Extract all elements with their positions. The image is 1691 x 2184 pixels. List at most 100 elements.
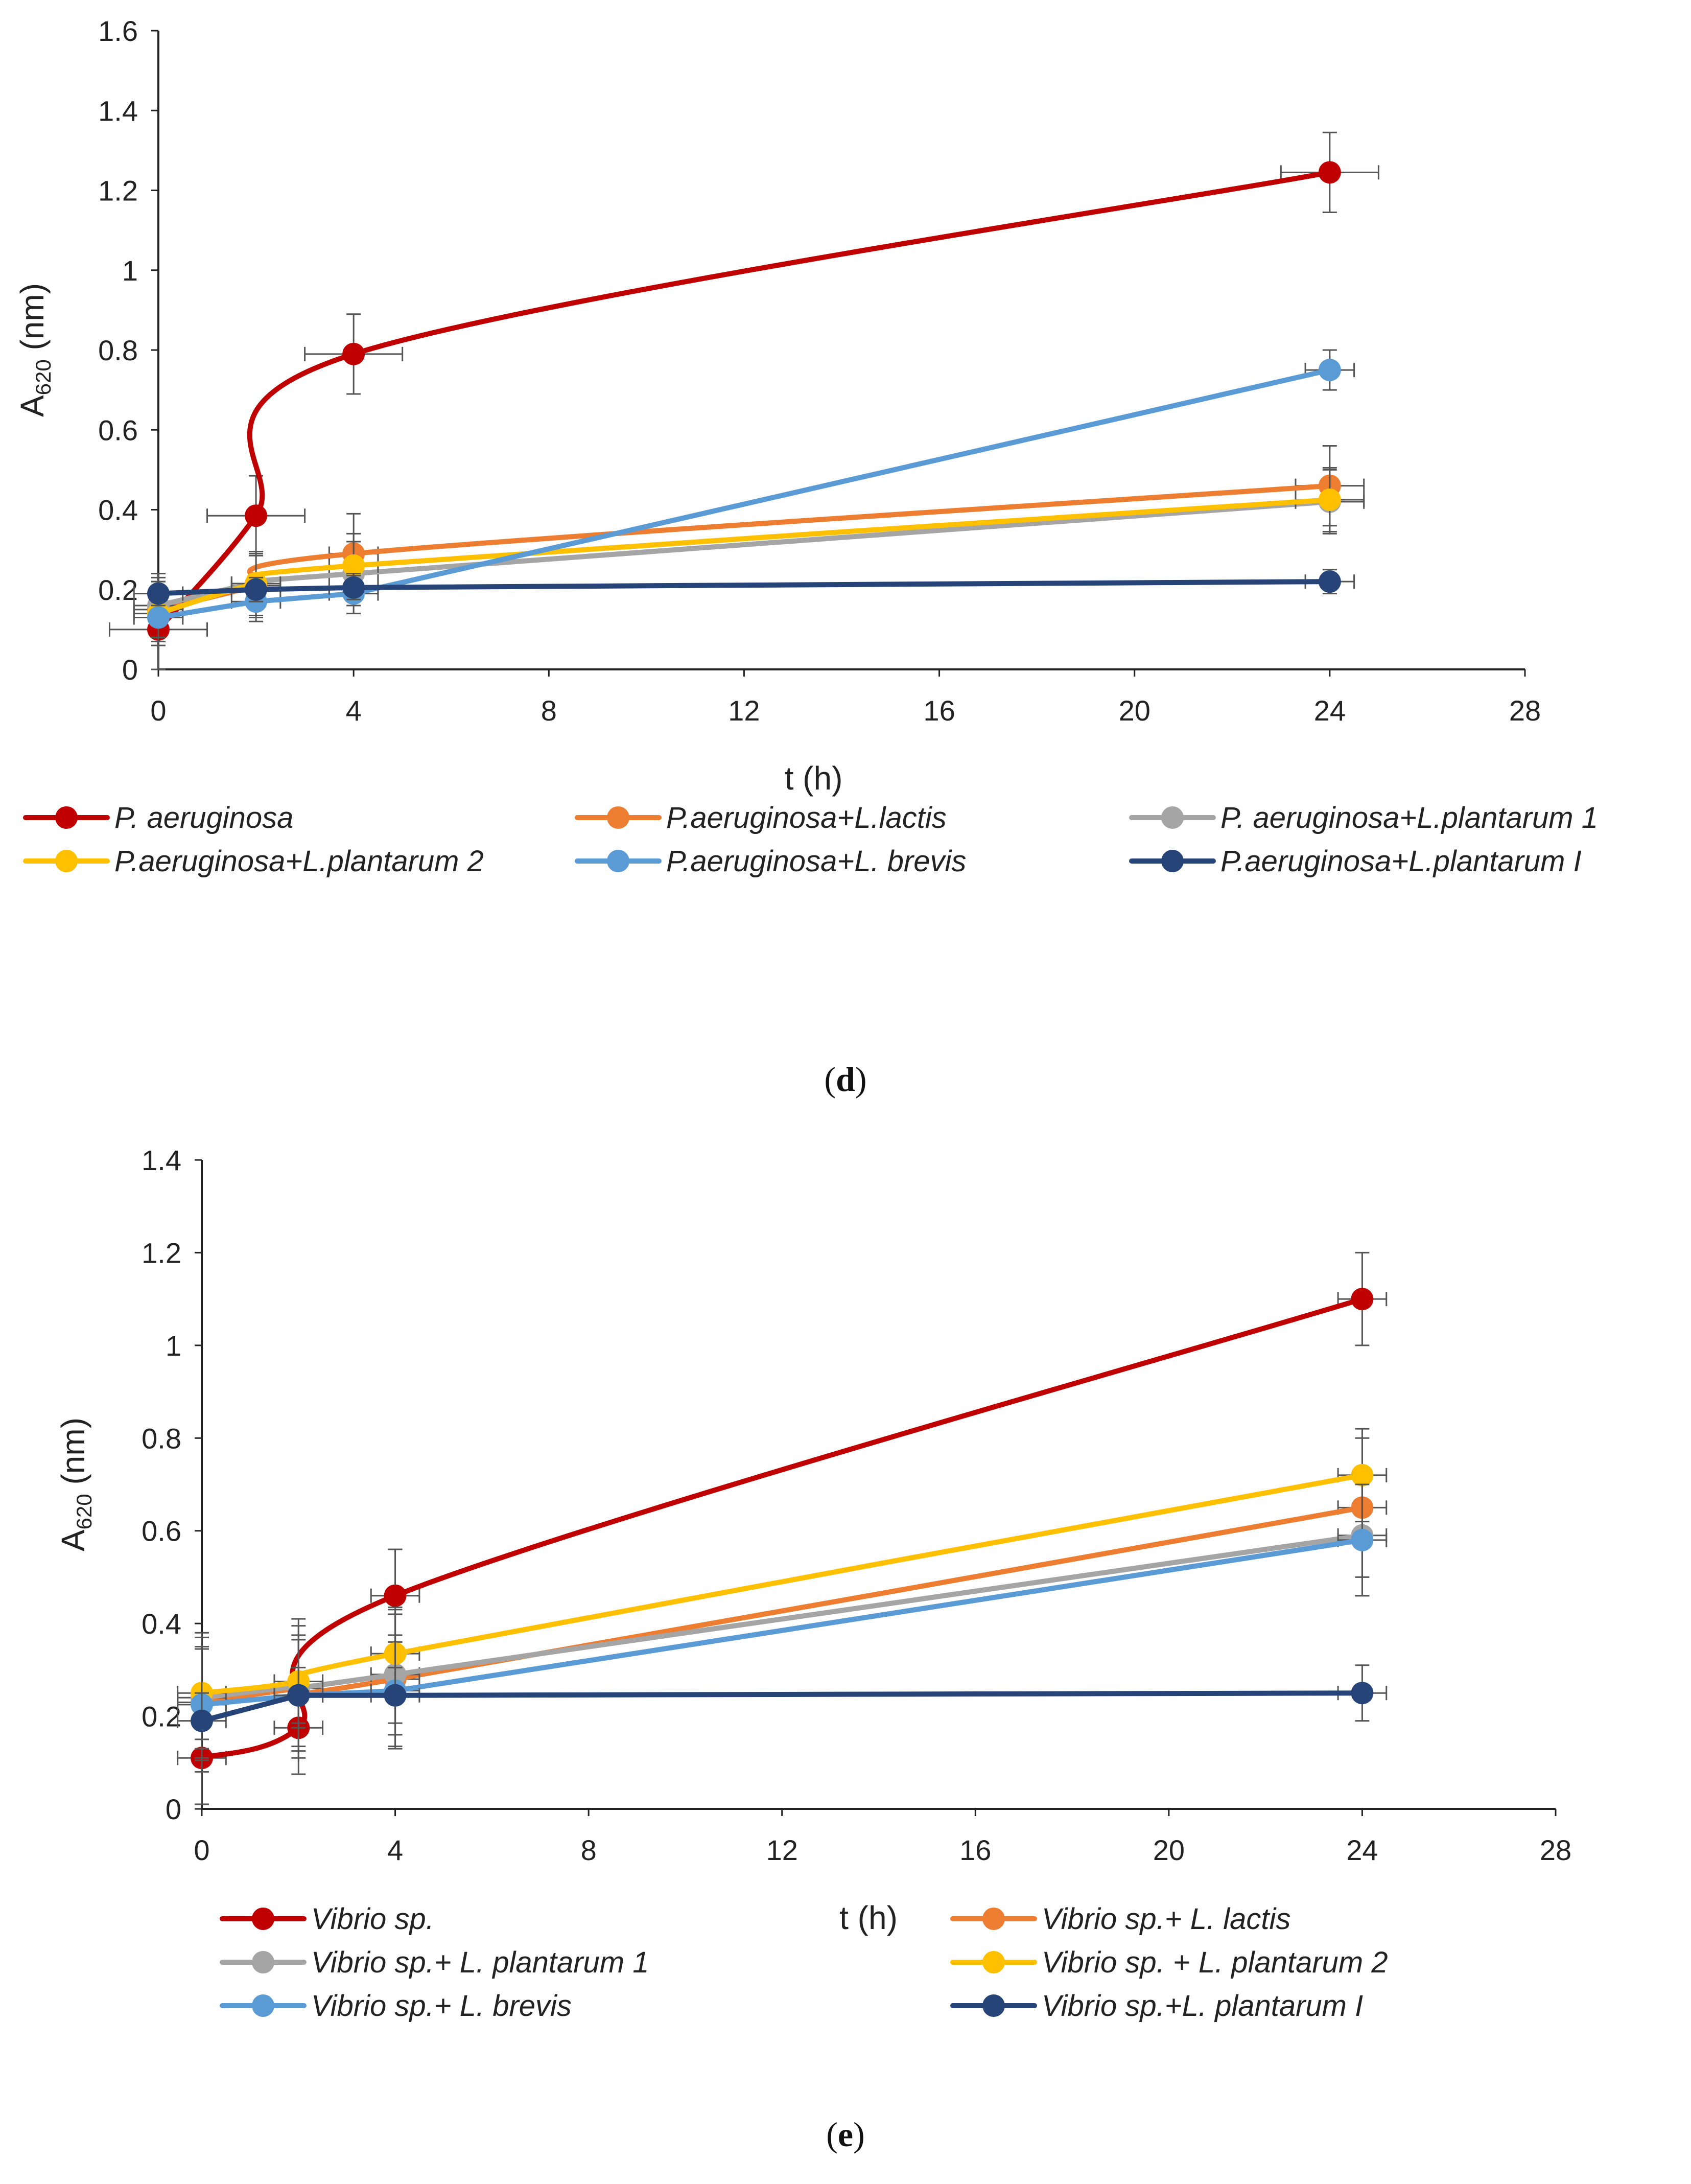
x-tick-label: 16 xyxy=(923,694,955,727)
data-point xyxy=(1351,1463,1374,1486)
x-tick-label: 28 xyxy=(1540,1834,1571,1866)
y-axis-title-subscript: 620 xyxy=(31,359,55,395)
x-tick-label: 12 xyxy=(728,694,760,727)
legend-label: Vibrio sp. + L. plantarum 2 xyxy=(1042,1946,1388,1979)
data-point xyxy=(245,504,268,527)
panel-label-close: ) xyxy=(855,1060,867,1099)
x-axis-title: t (h) xyxy=(839,1899,898,1936)
legend-swatch-marker xyxy=(607,850,629,872)
legend-item: P. aeruginosa+L.plantarum 1 xyxy=(1129,801,1598,834)
x-tick-label: 20 xyxy=(1119,694,1150,727)
y-tick-label: 1 xyxy=(166,1330,181,1362)
data-point xyxy=(147,582,170,605)
x-tick-label: 16 xyxy=(959,1834,991,1866)
y-axis-title-main: A xyxy=(14,395,51,417)
y-tick-label: 1.2 xyxy=(142,1237,181,1269)
legend-swatch-marker xyxy=(55,806,78,829)
data-point xyxy=(1351,1682,1374,1705)
series-line xyxy=(156,170,1332,632)
y-tick-label: 1.4 xyxy=(142,1144,181,1176)
legend-item: Vibrio sp.+L. plantarum I xyxy=(950,1989,1363,2023)
legend-swatch-marker xyxy=(55,850,78,872)
series-line xyxy=(156,367,1332,620)
legend-label: Vibrio sp.+ L. plantarum 1 xyxy=(311,1946,649,1979)
panel-label: (d) xyxy=(824,1060,866,1099)
legend: Vibrio sp. Vibrio sp.+ L. lactis Vibrio sp… xyxy=(220,1902,1388,2023)
x-tick-label: 8 xyxy=(541,694,557,727)
data-point xyxy=(287,1684,310,1707)
y-tick-label: 0.4 xyxy=(142,1608,181,1640)
legend-item: Vibrio sp. xyxy=(220,1902,434,1936)
data-point xyxy=(1318,359,1341,382)
x-tick-label: 8 xyxy=(581,1834,597,1866)
legend-swatch-marker xyxy=(982,1908,1005,1930)
legend-label: P.aeruginosa+L.plantarum 2 xyxy=(114,845,484,878)
x-tick-label: 4 xyxy=(346,694,362,727)
y-axis-title-unit: (nm) xyxy=(55,1418,91,1494)
x-tick-label: 0 xyxy=(150,694,166,727)
y-axis-title-unit: (nm) xyxy=(14,283,51,359)
data-point xyxy=(191,1709,213,1732)
panel-label-letter: d xyxy=(836,1060,855,1099)
legend-swatch-marker xyxy=(1161,850,1184,872)
legend-label: Vibrio sp.+L. plantarum I xyxy=(1042,1989,1363,2023)
legend-swatch-marker xyxy=(252,1994,274,2017)
x-axis-title: t (h) xyxy=(785,760,843,797)
legend-item: P.aeruginosa+L. brevis xyxy=(575,845,966,878)
chart-panel-e: 0 0.2 0.4 0.6 0.8 1 1.2 1.4 0 4 8 12 16 20 24 28 t (h) A6… xyxy=(55,1144,1571,2154)
y-tick-label: 0 xyxy=(166,1793,181,1825)
y-axis-title: A620 (nm) xyxy=(55,1418,96,1551)
data-point xyxy=(384,1684,407,1707)
x-tick-label: 28 xyxy=(1509,694,1541,727)
series-group xyxy=(133,569,1355,607)
y-axis-title-subscript: 620 xyxy=(72,1494,96,1529)
chart-panel-d: 0 0.2 0.4 0.6 0.8 1 1.2 1.4 1.6 0 4 8 12 16 20 24 28 t (h… xyxy=(14,15,1598,1099)
y-axis-title: A620 (nm) xyxy=(14,283,55,417)
legend: P. aeruginosa P.aeruginosa+L.lactis P. aer… xyxy=(23,801,1598,878)
y-tick-label: 1.6 xyxy=(98,15,138,47)
legend-item: Vibrio sp.+ L. lactis xyxy=(950,1902,1290,1936)
legend-label: Vibrio sp.+ L. lactis xyxy=(1042,1902,1290,1936)
series-group xyxy=(177,1251,1388,1805)
series-group xyxy=(133,349,1355,638)
x-tick-label: 4 xyxy=(387,1834,403,1866)
legend-label: Vibrio sp. xyxy=(311,1902,434,1936)
legend-swatch-marker xyxy=(1161,806,1184,829)
series-group xyxy=(177,1474,1388,1759)
panel-label-letter: e xyxy=(838,2115,853,2154)
y-tick-label: 0 xyxy=(122,654,138,686)
legend-item: Vibrio sp.+ L. brevis xyxy=(220,1989,572,2023)
y-tick-label: 0.8 xyxy=(98,334,138,366)
legend-swatch-marker xyxy=(607,806,629,829)
x-tick-label: 20 xyxy=(1153,1834,1185,1866)
x-tick-label: 12 xyxy=(766,1834,798,1866)
panel-label-open: ( xyxy=(824,1060,836,1099)
legend-item: P. aeruginosa xyxy=(23,801,293,834)
legend-swatch-marker xyxy=(982,1994,1005,2017)
series-group xyxy=(177,1437,1388,1773)
legend-label: P.aeruginosa+L. brevis xyxy=(666,845,966,878)
y-tick-label: 1.2 xyxy=(98,175,138,207)
data-point xyxy=(1351,1288,1374,1311)
legend-item: Vibrio sp.+ L. plantarum 1 xyxy=(220,1946,649,1979)
series-line xyxy=(156,579,1332,596)
series-group xyxy=(177,1483,1388,1761)
y-tick-label: 0.8 xyxy=(142,1422,181,1454)
data-point xyxy=(1318,488,1341,511)
legend-label: P. aeruginosa xyxy=(114,801,293,834)
legend-swatch-marker xyxy=(982,1951,1005,1973)
series-line xyxy=(199,1532,1365,1701)
legend-label: P.aeruginosa+L.plantarum I xyxy=(1220,845,1582,878)
legend-swatch-marker xyxy=(252,1951,274,1973)
legend-item: Vibrio sp. + L. plantarum 2 xyxy=(950,1946,1388,1979)
data-point xyxy=(384,1584,407,1607)
y-tick-label: 0.6 xyxy=(98,414,138,446)
legend-swatch-marker xyxy=(252,1908,274,1930)
data-point xyxy=(1318,161,1341,184)
series-line xyxy=(199,1472,1365,1696)
x-tick-label: 24 xyxy=(1346,1834,1378,1866)
data-point xyxy=(342,342,365,365)
legend-item: P.aeruginosa+L.lactis xyxy=(575,801,947,834)
y-tick-label: 0.4 xyxy=(98,494,138,526)
